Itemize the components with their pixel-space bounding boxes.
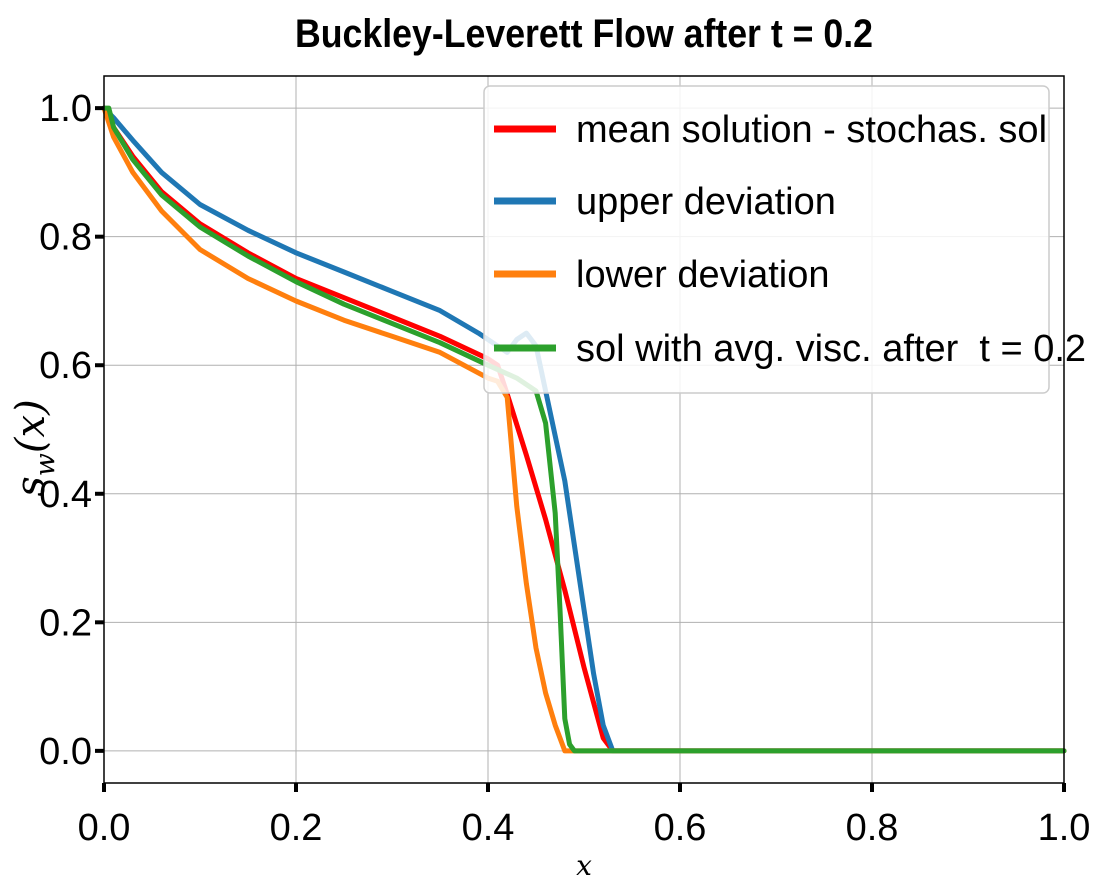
- legend-label-2: upper deviation: [576, 181, 836, 223]
- y-axis-label: sw(x): [8, 399, 61, 496]
- y-axis-label-tail: (x): [8, 399, 54, 453]
- y-tick-label: 0.8: [39, 217, 92, 259]
- x-tick-label: 0.6: [654, 807, 707, 849]
- y-axis-label-main: s: [8, 476, 54, 497]
- x-axis-label: x: [576, 849, 592, 882]
- legend-box: [483, 85, 1050, 394]
- y-tick-label: 0.4: [39, 474, 92, 516]
- x-tick-label: 0.0: [78, 807, 131, 849]
- legend-label-1: mean solution - stochas. sol: [576, 109, 1047, 151]
- x-tick-label: 0.8: [846, 807, 899, 849]
- legend-label-3: lower deviation: [576, 254, 829, 296]
- y-tick-label: 0.2: [39, 602, 92, 644]
- plot-frame: [103, 75, 1065, 784]
- x-tick-label: 0.2: [270, 807, 323, 849]
- x-tick-label: 0.4: [462, 807, 515, 849]
- y-tick-label: 0.0: [39, 731, 92, 773]
- legend: mean solution - stochas. sol upper deviat…: [483, 85, 1086, 394]
- y-tick-label: 1.0: [39, 88, 92, 130]
- y-tick-label: 0.6: [39, 345, 92, 387]
- x-tick-label: 1.0: [1038, 807, 1091, 849]
- chart-title: Buckley-Leverett Flow after t = 0.2: [295, 12, 873, 56]
- ticks: 0.0 0.2 0.4 0.6 0.8 1.0 0.0 0.2 0.4 0.6 0.8 1.0: [39, 88, 1090, 849]
- legend-label-4: sol with avg. visc. after t = 0.2: [576, 328, 1086, 370]
- y-axis-label-subscript: w: [30, 453, 61, 476]
